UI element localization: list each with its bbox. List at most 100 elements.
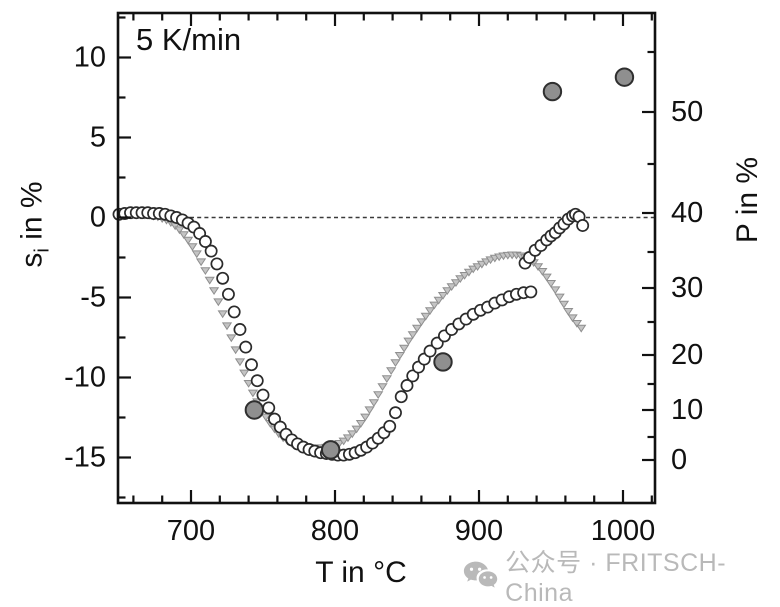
porosity-marker <box>614 67 635 87</box>
triangle-marker <box>429 301 440 310</box>
triangle-marker <box>260 413 272 422</box>
triangle-marker <box>459 272 470 280</box>
open-circle-series <box>112 206 590 462</box>
x-axis-label: T in °C <box>315 556 407 589</box>
triangle-marker <box>398 344 410 353</box>
open-circle-marker <box>262 401 276 415</box>
triangle-marker <box>446 283 457 292</box>
triangle-marker <box>377 383 388 392</box>
x-tick-label: 700 <box>167 515 215 547</box>
triangle-marker <box>420 312 431 321</box>
triangle-marker <box>221 322 233 331</box>
porosity-marker <box>433 352 453 372</box>
triangle-marker <box>187 243 198 252</box>
triangle-marker <box>182 236 194 245</box>
open-circle-marker <box>524 285 538 299</box>
open-circle-marker <box>400 379 414 392</box>
porosity-marker <box>244 400 265 420</box>
open-circle-marker <box>383 419 397 433</box>
open-circle-marker <box>204 244 218 258</box>
triangle-marker <box>576 324 587 333</box>
triangle-marker <box>381 375 392 384</box>
y-left-tick-label: -10 <box>64 362 106 394</box>
triangle-marker <box>541 273 552 282</box>
triangle-marker <box>450 279 462 288</box>
triangle-marker <box>472 263 483 272</box>
ylabel-left-symbol: s <box>15 252 49 268</box>
triangle-marker <box>234 358 246 367</box>
watermark-text: 公众号 · FRITSCH-China <box>505 548 727 607</box>
open-circle-marker <box>389 406 402 420</box>
triangle-marker <box>347 430 358 439</box>
triangle-marker <box>567 314 578 323</box>
triangle-marker <box>442 287 453 296</box>
triangle-marker <box>239 369 250 378</box>
y-left-tick-label: 0 <box>90 202 106 234</box>
x-tick-label: 800 <box>311 515 359 547</box>
triangle-marker <box>424 307 436 316</box>
open-circle-marker <box>250 374 264 388</box>
porosity-marker <box>320 440 341 460</box>
triangle-marker <box>386 367 397 376</box>
open-circle-marker <box>245 358 258 372</box>
triangle-marker <box>554 293 565 302</box>
triangle-marker <box>463 268 475 277</box>
open-circle-marker <box>233 323 247 336</box>
triangle-marker <box>403 337 414 346</box>
triangle-series <box>113 211 587 453</box>
y-left-tick-label: -5 <box>80 282 106 314</box>
ylabel-left-subscript: i <box>31 248 54 253</box>
triangle-marker <box>174 226 185 235</box>
ylabel-left-unit: in % <box>15 181 49 249</box>
y-axis-label-left: si in % <box>16 105 55 345</box>
y-right-tick-label: 50 <box>671 96 703 128</box>
triangle-marker <box>204 276 215 285</box>
triangle-marker <box>407 331 418 340</box>
triangle-marker <box>208 287 220 296</box>
triangle-marker <box>247 389 259 398</box>
open-circle-marker <box>394 390 408 404</box>
open-circle-marker <box>227 305 241 319</box>
triangle-marker <box>545 280 557 288</box>
y-right-tick-label: 20 <box>671 339 703 371</box>
triangle-marker <box>355 420 367 428</box>
triangle-marker <box>226 334 237 343</box>
triangle-marker <box>243 380 254 388</box>
triangle-marker <box>455 275 466 284</box>
y-axis-label-right: P in % <box>731 156 764 244</box>
x-tick-label: 900 <box>455 515 503 547</box>
triangle-marker <box>433 296 444 305</box>
triangle-marker <box>468 265 479 274</box>
triangle-marker <box>532 263 544 272</box>
triangle-marker <box>437 292 449 300</box>
open-circle-marker <box>216 271 230 285</box>
axis-ticks <box>118 13 655 503</box>
open-circle-marker <box>406 369 420 383</box>
y-left-tick-label: -15 <box>64 442 106 474</box>
open-circle-marker <box>239 340 253 354</box>
triangle-marker <box>368 399 380 408</box>
open-circle-marker <box>221 287 235 301</box>
triangle-marker <box>550 286 561 295</box>
triangle-marker <box>178 231 189 240</box>
triangle-marker <box>373 391 384 400</box>
triangle-marker <box>537 268 548 276</box>
porosity-marker <box>542 81 563 102</box>
triangle-marker <box>571 320 583 328</box>
triangle-marker <box>230 346 241 355</box>
triangle-marker <box>338 437 349 446</box>
x-tick-label: 1000 <box>591 515 656 547</box>
heating-rate-annotation: 5 K/min <box>136 22 242 57</box>
y-right-tick-label: 0 <box>671 444 687 476</box>
y-right-tick-label: 40 <box>671 197 703 229</box>
y-right-tick-label: 10 <box>671 394 703 426</box>
triangle-marker <box>200 267 211 276</box>
porosity-series <box>244 67 635 460</box>
watermark: 公众号 · FRITSCH-China <box>462 549 780 607</box>
triangle-marker <box>191 250 202 259</box>
y-left-tick-label: 5 <box>90 122 106 154</box>
y-left-tick-label: 10 <box>74 42 106 74</box>
